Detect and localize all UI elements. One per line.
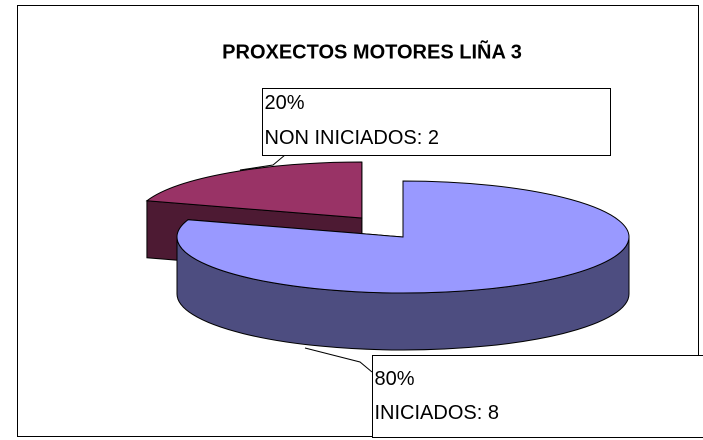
slice bbox=[176, 180, 630, 294]
category-label: NON INICIADOS: 2 bbox=[265, 127, 439, 149]
value-label: 80% bbox=[375, 368, 415, 390]
category-label: INICIADOS: 8 bbox=[375, 402, 499, 424]
leader-line bbox=[239, 154, 286, 171]
leader-line bbox=[304, 347, 373, 373]
slice bbox=[145, 161, 363, 219]
label-box bbox=[372, 355, 703, 438]
label-box bbox=[262, 88, 611, 156]
chart-title: PROXECTOS MOTORES LIÑA 3 bbox=[222, 40, 522, 63]
value-label: 20% bbox=[265, 92, 305, 114]
